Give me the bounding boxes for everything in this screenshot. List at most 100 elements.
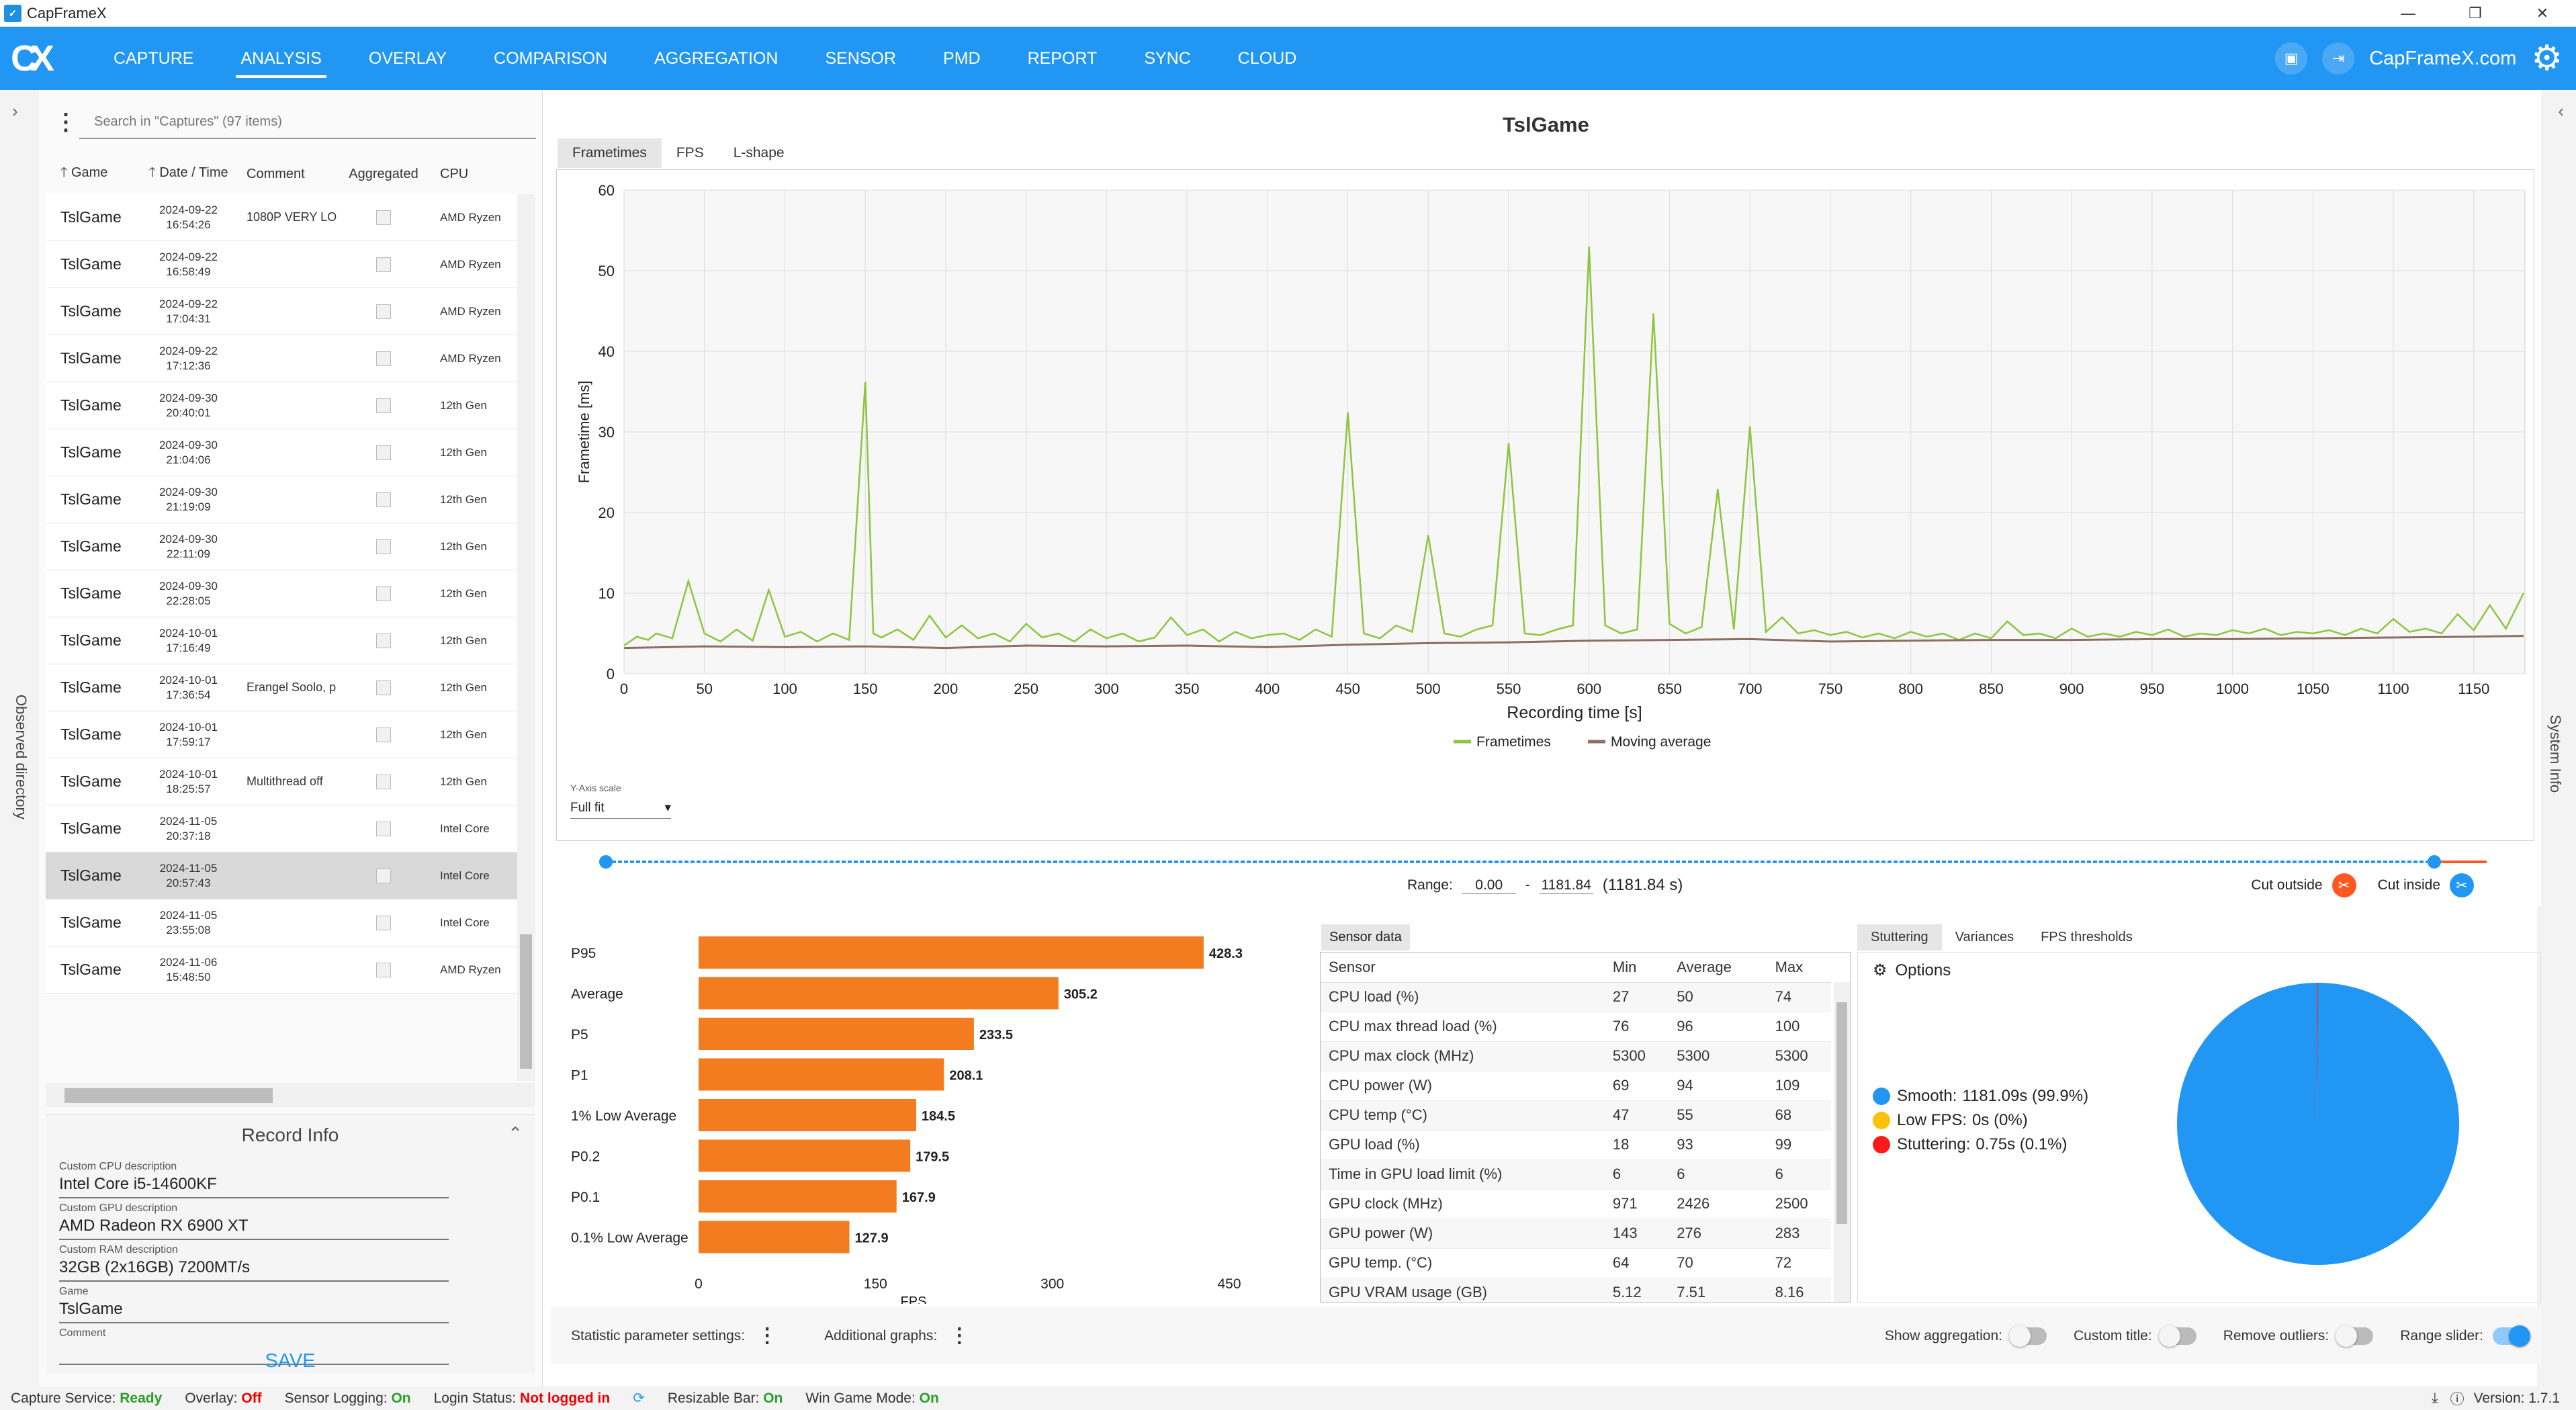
record-field-value[interactable]: TslGame: [59, 1298, 449, 1323]
tab-frametimes[interactable]: Frametimes: [558, 138, 662, 168]
capture-row[interactable]: TslGame 2024-09-30 21:04:06 12th Gen: [46, 429, 524, 476]
capture-row[interactable]: TslGame 2024-09-22 17:04:31 AMD Ryzen: [46, 288, 524, 335]
col-aggregated[interactable]: Aggregated: [349, 166, 418, 181]
aggregated-checkbox[interactable]: [376, 586, 391, 601]
capture-row[interactable]: TslGame 2024-11-06 15:48:50 AMD Ryzen: [46, 946, 524, 994]
nav-pmd[interactable]: PMD: [943, 48, 981, 68]
save-button[interactable]: SAVE: [265, 1350, 316, 1372]
range-start-handle[interactable]: [599, 855, 613, 869]
col-comment[interactable]: Comment: [247, 166, 305, 181]
capture-row[interactable]: TslGame 2024-11-05 20:57:43 Intel Core: [46, 852, 524, 899]
sensor-col-header[interactable]: Max: [1767, 953, 1831, 983]
captures-vscrollbar[interactable]: [517, 194, 535, 1081]
record-field-value[interactable]: AMD Radeon RX 6900 XT: [59, 1215, 449, 1240]
download-icon[interactable]: ⤓: [2432, 1390, 2438, 1406]
aggregated-checkbox[interactable]: [376, 633, 391, 648]
aggregated-checkbox[interactable]: [376, 868, 391, 883]
aggregated-checkbox[interactable]: [376, 351, 391, 366]
nav-sensor[interactable]: SENSOR: [825, 48, 897, 68]
capture-row[interactable]: TslGame 2024-09-30 21:19:09 12th Gen: [46, 476, 524, 523]
login-icon[interactable]: ⇥: [2322, 42, 2355, 75]
record-field-value[interactable]: 32GB (2x16GB) 7200MT/s: [59, 1256, 449, 1282]
frametimes-plot[interactable]: 0 50 100 150 200 250 300 350 400 450 500 550 600 650 7…: [556, 169, 2534, 841]
nav-report[interactable]: REPORT: [1027, 48, 1098, 68]
col-date[interactable]: 🡑 Date / Time: [148, 165, 228, 180]
nav-cloud[interactable]: CLOUD: [1237, 48, 1297, 68]
more-vert-icon[interactable]: ⋮: [54, 109, 77, 135]
range-slider-toggle[interactable]: [2493, 1325, 2530, 1347]
sensor-col-header[interactable]: Sensor: [1321, 953, 1605, 983]
capture-row[interactable]: TslGame 2024-09-22 17:12:36 AMD Ryzen: [46, 335, 524, 382]
screenshot-icon[interactable]: ▣: [2275, 42, 2308, 75]
range-start-input[interactable]: 0.00: [1462, 877, 1516, 894]
tab-stuttering[interactable]: Stuttering: [1857, 924, 1942, 951]
col-game[interactable]: 🡑 Game: [60, 165, 108, 180]
record-field[interactable]: Game TslGame: [59, 1286, 449, 1323]
nav-comparison[interactable]: COMPARISON: [494, 48, 608, 68]
record-field[interactable]: Comment: [59, 1327, 449, 1365]
additional-graphs-more-icon[interactable]: ⋮: [949, 1325, 970, 1347]
capture-row[interactable]: TslGame 2024-09-30 22:28:05 12th Gen: [46, 570, 524, 617]
capture-row[interactable]: TslGame 2024-10-01 17:59:17 12th Gen: [46, 711, 524, 758]
options-gear-icon[interactable]: ⚙: [1873, 961, 1887, 979]
capture-row[interactable]: TslGame 2024-10-01 18:25:57 Multithread off…: [46, 758, 524, 805]
aggregated-checkbox[interactable]: [376, 727, 391, 742]
capture-row[interactable]: TslGame 2024-09-30 22:11:09 12th Gen: [46, 523, 524, 570]
aggregated-checkbox[interactable]: [376, 257, 391, 272]
range-end-handle[interactable]: [2428, 855, 2441, 869]
col-cpu[interactable]: CPU: [440, 166, 469, 181]
aggregated-checkbox[interactable]: [376, 680, 391, 695]
tab-sensor-data[interactable]: Sensor data: [1321, 924, 1410, 951]
chevron-left-icon[interactable]: ‹: [2558, 101, 2564, 121]
range-end-input[interactable]: 1181.84: [1539, 877, 1593, 894]
stat-params-more-icon[interactable]: ⋮: [757, 1325, 778, 1347]
nav-aggregation[interactable]: AGGREGATION: [654, 48, 779, 68]
record-field[interactable]: Custom CPU description Intel Core i5-1460…: [59, 1161, 449, 1198]
yaxis-scale-select[interactable]: Full fit ▾: [570, 797, 671, 819]
tab-fps[interactable]: FPS: [676, 145, 704, 161]
record-field-value[interactable]: Intel Core i5-14600KF: [59, 1173, 449, 1198]
system-info-strip[interactable]: ‹ System Info: [2537, 90, 2576, 1386]
custom-title-toggle[interactable]: [2158, 1325, 2196, 1347]
nav-capture[interactable]: CAPTURE: [114, 48, 194, 68]
capture-row[interactable]: TslGame 2024-09-22 16:54:26 1080P VERY LOW A…: [46, 194, 524, 241]
range-slider[interactable]: [599, 855, 2487, 869]
aggregated-checkbox[interactable]: [376, 915, 391, 930]
aggregated-checkbox[interactable]: [376, 398, 391, 413]
capture-row[interactable]: TslGame 2024-09-30 20:40:01 12th Gen: [46, 382, 524, 429]
aggregated-checkbox[interactable]: [376, 210, 391, 225]
chevron-right-icon[interactable]: ›: [12, 101, 18, 121]
capture-row[interactable]: TslGame 2024-10-01 17:36:54 Erangel Soolo, …: [46, 664, 524, 711]
sensor-scrollbar[interactable]: [1834, 982, 1850, 1302]
settings-gear-icon[interactable]: ⚙: [2531, 39, 2563, 78]
search-input[interactable]: [79, 105, 536, 139]
captures-hscrollbar[interactable]: [46, 1083, 535, 1107]
aggregated-checkbox[interactable]: [376, 492, 391, 507]
sensor-col-header[interactable]: Min: [1604, 953, 1669, 983]
aggregated-checkbox[interactable]: [376, 304, 391, 319]
capture-row[interactable]: TslGame 2024-11-05 20:37:18 Intel Core: [46, 805, 524, 852]
cut-outside-scissors-icon[interactable]: ✂: [2331, 873, 2356, 897]
nav-overlay[interactable]: OVERLAY: [368, 48, 447, 68]
show-aggregation-toggle[interactable]: [2009, 1325, 2047, 1347]
options-label[interactable]: Options: [1895, 961, 1951, 979]
aggregated-checkbox[interactable]: [376, 445, 391, 460]
record-field[interactable]: Custom RAM description 32GB (2x16GB) 7200…: [59, 1244, 449, 1282]
nav-analysis[interactable]: ANALYSIS: [217, 27, 345, 90]
refresh-icon[interactable]: ⟳: [633, 1391, 645, 1406]
aggregated-checkbox[interactable]: [376, 774, 391, 789]
restore-icon[interactable]: ❐: [2469, 5, 2482, 21]
capture-row[interactable]: TslGame 2024-09-22 16:58:49 AMD Ryzen: [46, 241, 524, 288]
aggregated-checkbox[interactable]: [376, 821, 391, 836]
info-icon[interactable]: ⓘ: [2450, 1391, 2464, 1407]
chevron-up-icon[interactable]: ⌃: [508, 1123, 523, 1143]
tab-l-shape[interactable]: L-shape: [733, 145, 785, 161]
remove-outliers-toggle[interactable]: [2336, 1325, 2374, 1347]
capture-row[interactable]: TslGame 2024-11-05 23:55:08 Intel Core: [46, 899, 524, 946]
observed-directory-strip[interactable]: › Observed directory: [0, 90, 39, 1386]
sensor-col-header[interactable]: Average: [1669, 953, 1767, 983]
tab-fps-thresholds[interactable]: FPS thresholds: [2041, 930, 2133, 944]
aggregated-checkbox[interactable]: [376, 962, 391, 977]
record-field[interactable]: Custom GPU description AMD Radeon RX 6900…: [59, 1202, 449, 1240]
minimize-icon[interactable]: —: [2401, 5, 2415, 21]
